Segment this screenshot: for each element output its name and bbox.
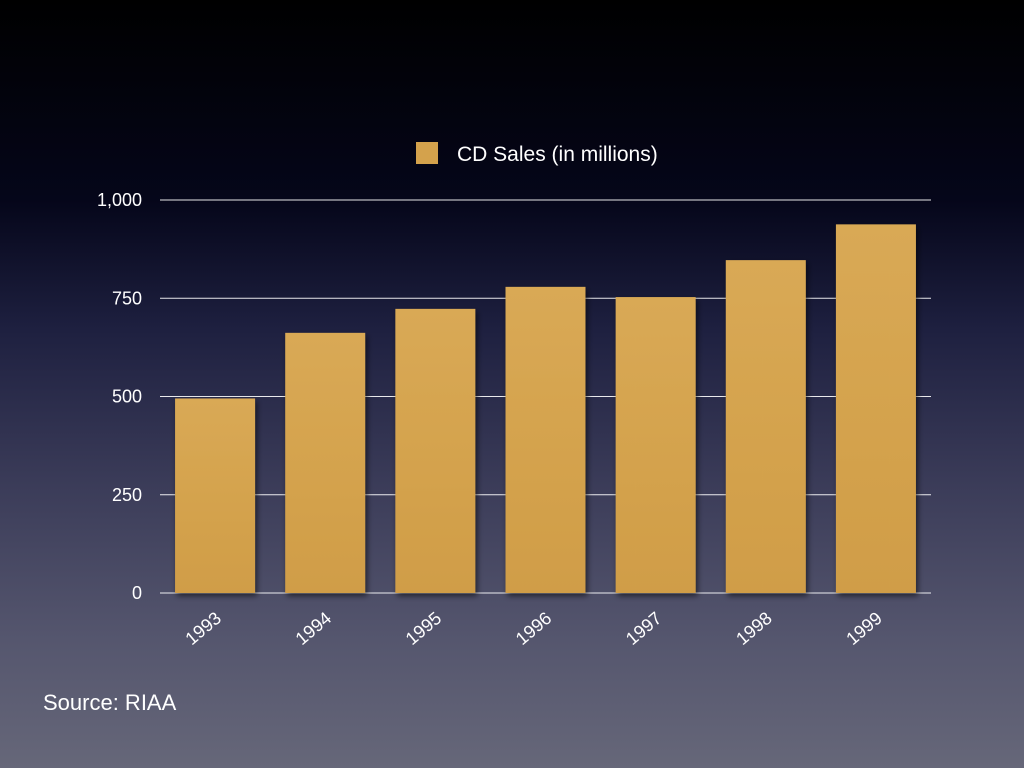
bar-1993 (175, 398, 256, 593)
legend-swatch (416, 142, 438, 164)
x-tick-label: 1995 (402, 608, 446, 649)
y-tick-label: 250 (112, 485, 142, 505)
legend: CD Sales (in millions) (416, 142, 658, 166)
x-tick-label: 1993 (181, 608, 225, 649)
y-tick-label: 1,000 (97, 190, 142, 210)
legend-label: CD Sales (in millions) (457, 143, 658, 166)
bar-1994 (285, 332, 366, 593)
x-tick-label: 1994 (292, 608, 336, 649)
bar-1996 (505, 286, 586, 593)
x-axis-ticks: 1993 1994 1995 1996 1997 1998 1999 (181, 608, 885, 649)
x-tick-label: 1997 (622, 608, 666, 649)
x-tick-label: 1998 (732, 608, 776, 649)
bars (175, 224, 916, 593)
y-tick-label: 750 (112, 288, 142, 308)
y-tick-label: 500 (112, 387, 142, 407)
y-axis-ticks: 0 250 500 750 1,000 (97, 190, 142, 603)
bar-1997 (615, 297, 696, 593)
bar-1999 (835, 224, 916, 593)
bar-1998 (725, 260, 806, 593)
bar-1995 (395, 308, 476, 593)
x-tick-label: 1996 (512, 608, 556, 649)
source-note: Source: RIAA (43, 690, 177, 715)
x-tick-label: 1999 (842, 608, 886, 649)
y-tick-label: 0 (132, 583, 142, 603)
